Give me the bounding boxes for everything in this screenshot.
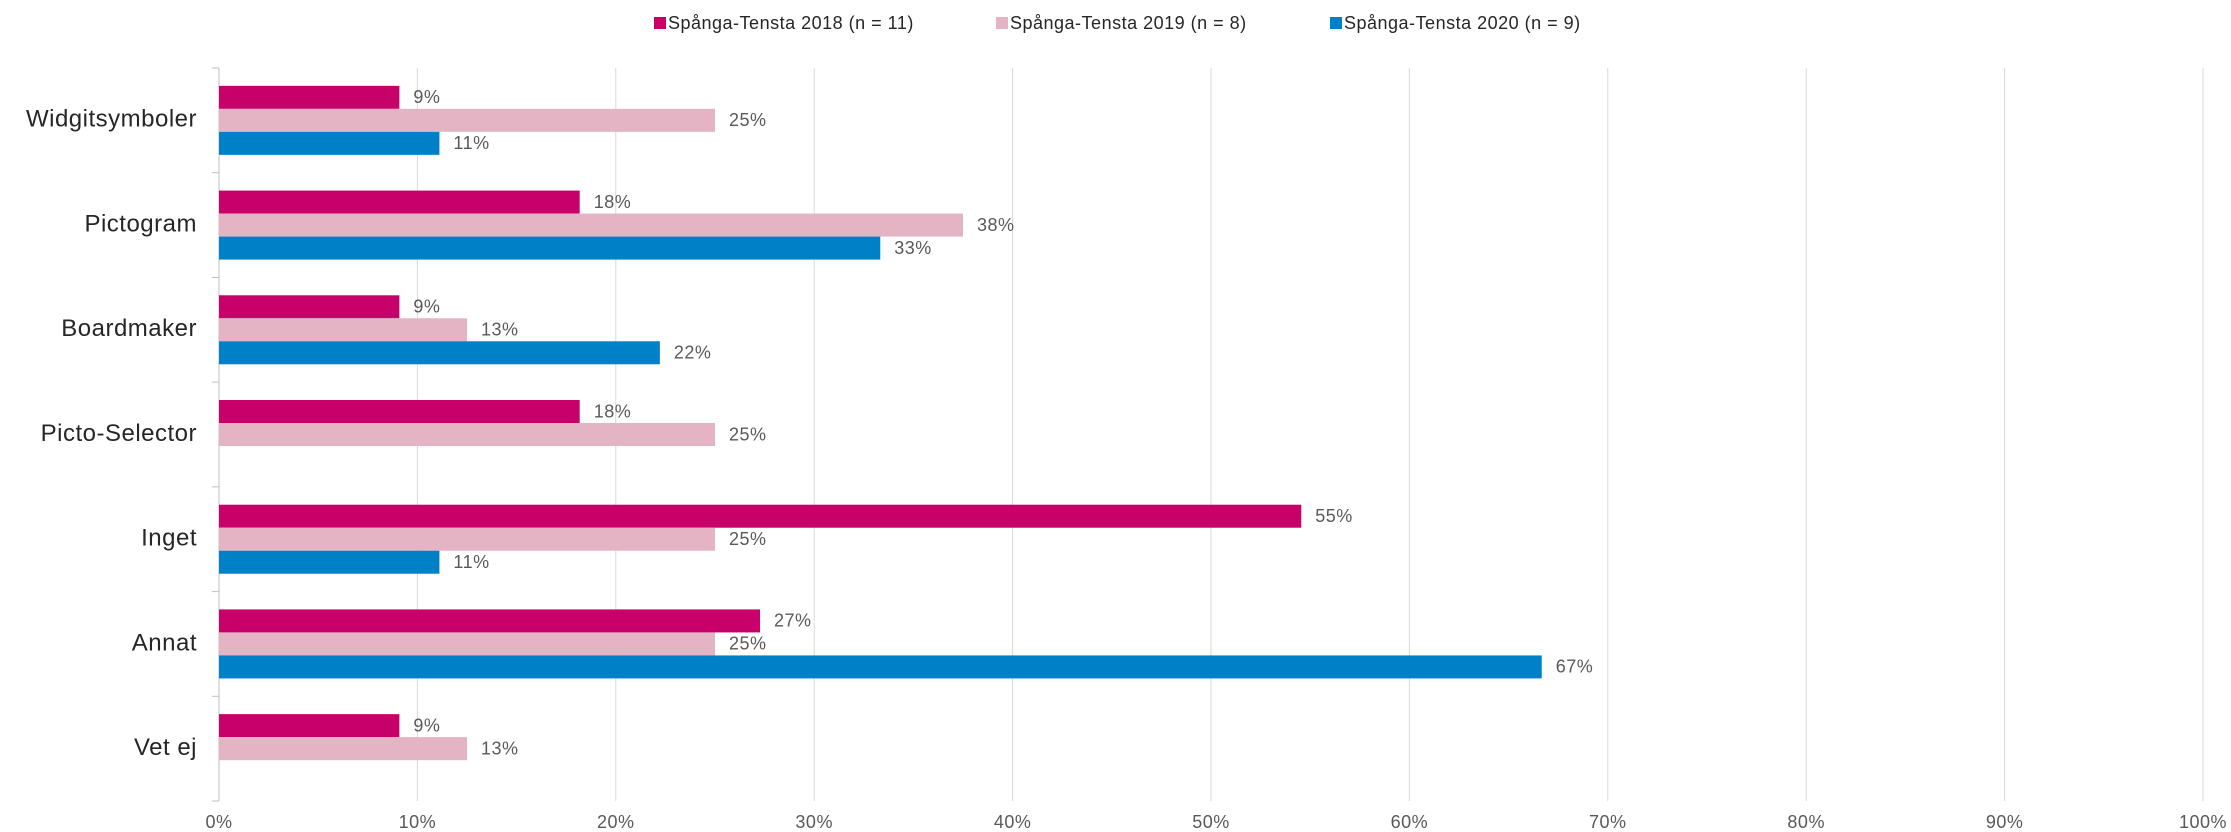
data-label: 9% [413,87,440,107]
data-label: 67% [1556,657,1594,677]
x-tick-label: 60% [1391,812,1429,832]
legend-swatch [996,17,1008,29]
x-tick-label: 40% [994,812,1032,832]
bar [219,318,467,342]
category-label: Picto-Selector [41,420,197,447]
data-label: 25% [729,529,767,549]
data-label: 18% [594,401,632,421]
data-label: 22% [674,343,712,363]
x-tick-label: 10% [399,812,437,832]
data-label: 27% [774,611,812,631]
bar [219,632,715,656]
category-label: Annat [132,629,197,656]
x-tick-label: 90% [1986,812,2024,832]
bar [219,655,1542,679]
bar [219,131,440,155]
legend-label: Spånga-Tensta 2020 (n = 9) [1344,13,1581,33]
bar [219,527,715,551]
bar [219,423,715,446]
x-tick-label: 80% [1787,812,1825,832]
x-tick-label: 20% [597,812,635,832]
data-label: 11% [453,552,489,572]
data-label: 55% [1315,506,1353,526]
data-label: 9% [413,297,440,317]
bar [219,504,1302,528]
category-label: Widgitsymboler [26,106,197,133]
bar [219,341,660,365]
bar [219,213,963,237]
category-label: Boardmaker [61,315,197,342]
bar [219,190,580,214]
category-label: Pictogram [84,210,197,237]
data-label: 38% [977,215,1015,235]
legend-swatch [1330,17,1342,29]
x-tick-label: 0% [205,812,232,832]
category-label: Inget [141,525,197,552]
data-label: 25% [729,634,767,654]
bar [219,108,715,132]
bar [219,400,580,423]
data-label: 9% [413,715,440,735]
data-label: 25% [729,424,767,444]
bar [219,295,400,319]
bar [219,550,440,574]
data-label: 18% [594,192,632,212]
data-label: 13% [481,738,519,758]
data-label: 33% [894,238,932,258]
bar [219,236,881,260]
bar [219,737,467,761]
bar [219,609,761,633]
legend-label: Spånga-Tensta 2019 (n = 8) [1010,13,1247,33]
x-tick-label: 70% [1589,812,1627,832]
x-tick-label: 50% [1192,812,1230,832]
data-label: 13% [481,320,519,340]
bar [219,85,400,109]
x-tick-label: 100% [2179,812,2227,832]
category-label: Vet ej [134,734,197,761]
legend-swatch [654,17,666,29]
data-label: 25% [729,110,767,130]
legend-label: Spånga-Tensta 2018 (n = 11) [668,13,914,33]
x-tick-label: 30% [795,812,833,832]
bar [219,714,400,738]
data-label: 11% [453,133,489,153]
